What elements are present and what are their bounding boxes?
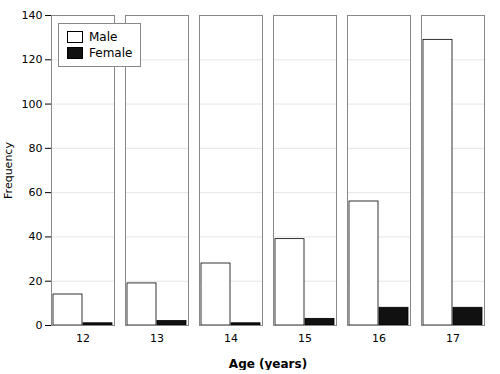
svg-text:17: 17 <box>446 332 460 345</box>
svg-text:12: 12 <box>76 332 90 345</box>
svg-text:120: 120 <box>22 53 43 66</box>
svg-text:140: 140 <box>22 9 43 22</box>
svg-text:13: 13 <box>150 332 164 345</box>
svg-text:20: 20 <box>29 275 43 288</box>
svg-text:100: 100 <box>22 98 43 111</box>
svg-text:15: 15 <box>298 332 312 345</box>
svg-text:16: 16 <box>372 332 386 345</box>
svg-text:Age (years): Age (years) <box>229 357 307 371</box>
svg-text:80: 80 <box>29 142 43 155</box>
svg-text:Frequency: Frequency <box>2 142 15 199</box>
svg-text:14: 14 <box>224 332 238 345</box>
html-text:Female: Female <box>89 46 133 60</box>
svg-text:40: 40 <box>29 230 43 243</box>
html-text:Male: Male <box>89 30 118 44</box>
svg-text:0: 0 <box>36 319 43 332</box>
svg-text:60: 60 <box>29 186 43 199</box>
